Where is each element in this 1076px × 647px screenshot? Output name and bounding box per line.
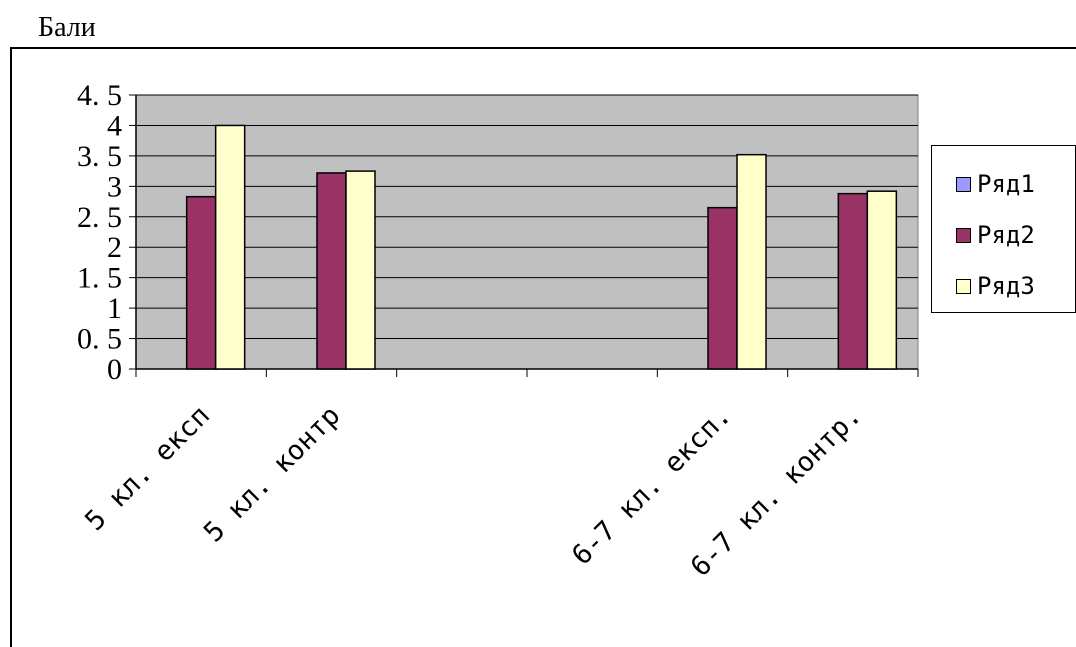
legend-swatch-series2 xyxy=(956,227,971,243)
y-tick-label: 1 xyxy=(107,292,122,325)
y-tick-label: 0. 5 xyxy=(77,323,122,356)
legend-swatch-series1 xyxy=(956,176,971,192)
chart-frame xyxy=(10,47,1076,647)
y-tick-label: 4. 5 xyxy=(77,79,122,112)
y-tick-label: 3. 5 xyxy=(77,140,122,173)
bar-series3 xyxy=(736,153,767,370)
legend-swatch-series3 xyxy=(956,278,971,294)
x-tick-label: 5 кл. експ xyxy=(79,400,216,537)
plot-area xyxy=(135,94,919,370)
x-tick-label: 5 кл. контр xyxy=(198,400,346,548)
bar-series2 xyxy=(837,192,869,370)
legend-label-series1: Ряд1 xyxy=(977,170,1035,198)
bar-series2 xyxy=(707,206,738,370)
legend-item-series1: Ряд1 xyxy=(956,170,1035,198)
y-tick-label: 3 xyxy=(107,170,122,203)
y-tick-label: 0 xyxy=(107,353,122,386)
legend: Ряд1 Ряд2 Ряд3 xyxy=(931,145,1076,313)
legend-item-series2: Ряд2 xyxy=(956,221,1035,249)
chart-title: Бали xyxy=(38,12,96,43)
y-tick-label: 4 xyxy=(107,109,122,142)
legend-label-series2: Ряд2 xyxy=(977,221,1035,249)
y-tick-label: 1. 5 xyxy=(77,262,122,295)
bar-series2 xyxy=(185,195,217,370)
bar-series3 xyxy=(866,190,898,370)
y-tick-label: 2. 5 xyxy=(77,201,122,234)
bar-series3 xyxy=(345,170,376,370)
bar-series2 xyxy=(316,172,347,370)
bar-series3 xyxy=(214,124,246,370)
legend-item-series3: Ряд3 xyxy=(956,272,1035,300)
legend-label-series3: Ряд3 xyxy=(977,272,1035,300)
y-tick-label: 2 xyxy=(107,231,122,264)
